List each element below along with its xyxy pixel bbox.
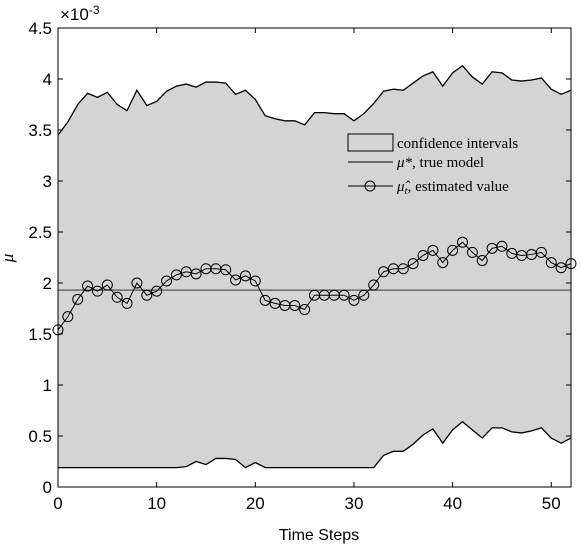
y-tick-label-5: 2.5 [28,223,52,242]
estimate-point-5 [101,279,113,291]
estimate-point-29 [338,289,350,301]
estimate-point-32 [368,279,380,291]
legend-true-text: , true model [412,155,484,171]
estimate-point-20 [249,275,261,287]
estimate-point-25 [299,304,311,316]
estimate-point-10 [151,285,163,297]
estimate-point-21 [259,294,271,306]
legend-band-label: confidence intervals [397,136,518,152]
estimate-point-4 [91,285,103,297]
y-exponent-base: ×10 [60,5,89,24]
x-tick-label-4: 40 [443,494,462,513]
x-tick-label-5: 50 [542,494,561,513]
x-tick-label-0: 0 [53,494,62,513]
estimate-point-37 [417,249,429,261]
estimate-point-38 [427,244,439,256]
y-tick-label-4: 2 [43,274,52,293]
estimate-point-24 [289,299,301,311]
estimate-point-36 [407,258,419,270]
estimate-point-12 [170,269,182,281]
estimate-point-50 [545,257,557,269]
estimate-point-51 [555,262,567,274]
y-tick-label-3: 1.5 [28,325,52,344]
estimate-point-41 [456,236,468,248]
estimate-point-35 [397,263,409,275]
x-tick-label-2: 20 [246,494,265,513]
estimate-point-30 [348,294,360,306]
x-tick-label-1: 10 [147,494,166,513]
estimate-point-49 [535,246,547,258]
legend-true-symbol: μ* [396,155,413,171]
upper-bound-line [57,64,572,136]
y-tick-label-7: 3.5 [28,121,52,140]
estimate-point-31 [358,289,370,301]
legend: confidence intervals μ*, true model μ̂t,… [347,133,518,197]
x-tick-label-3: 30 [345,494,364,513]
estimate-point-39 [437,257,449,269]
axis-ticks: 0 10 20 30 40 50 0 0.5 1 1.5 2 2.5 3 3.5 4 4.5 [28,19,571,513]
y-axis-label: μ [0,254,17,264]
plot-frame [57,27,572,488]
estimate-point-14 [190,268,202,280]
y-tick-label-6: 3 [43,172,52,191]
legend-estimate-label: μ̂t, estimated value [396,179,509,197]
x-axis-label: Time Steps [279,527,359,544]
legend-band-swatch [347,133,394,152]
confidence-band [58,65,571,468]
legend-estimate-marker [364,180,376,192]
estimate-point-1 [62,311,74,323]
estimate-point-6 [111,291,123,303]
estimate-point-45 [496,240,508,252]
estimate-point-33 [378,266,390,278]
lower-bound-line [58,420,572,469]
y-tick-label-8: 4 [43,70,52,89]
estimate-point-11 [161,275,173,287]
estimate-point-17 [220,264,232,276]
y-tick-label-1: 0.5 [28,427,52,446]
estimate-point-7 [121,297,133,309]
estimate-point-8 [131,277,143,289]
estimate-point-18 [230,274,242,286]
y-exponent-power: -3 [89,3,100,17]
legend-true-label: μ*, true model [396,155,484,171]
y-tick-label-2: 1 [43,376,52,395]
y-exponent-label: ×10-3 [60,3,100,24]
y-tick-label-0: 0 [43,478,52,497]
legend-estimate-text: , estimated value [408,179,510,195]
estimate-point-43 [476,255,488,267]
estimate-point-19 [239,270,251,282]
legend-estimate-sub: t [405,185,409,197]
estimate-point-42 [466,246,478,258]
estimate-point-40 [447,244,459,256]
estimate-point-9 [141,289,153,301]
estimated-value-markers [52,236,577,336]
y-tick-label-9: 4.5 [28,19,52,38]
estimate-point-3 [82,280,94,292]
estimate-point-2 [72,293,84,305]
